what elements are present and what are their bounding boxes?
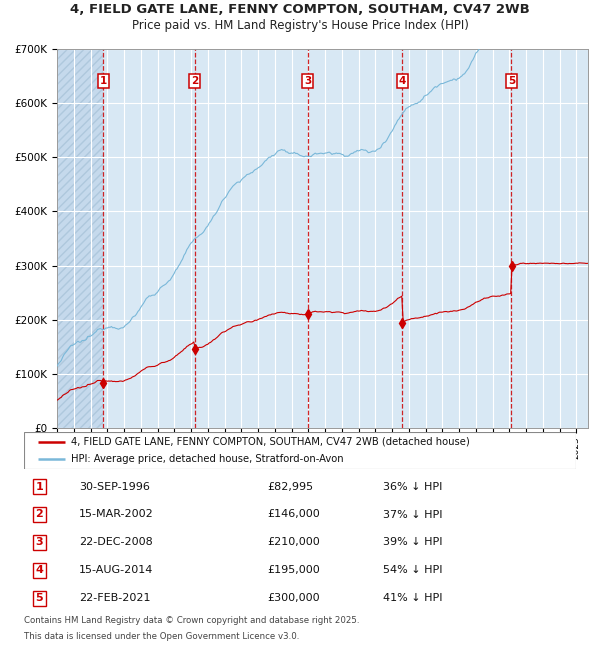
Text: This data is licensed under the Open Government Licence v3.0.: This data is licensed under the Open Gov…	[24, 632, 299, 641]
Text: £300,000: £300,000	[267, 593, 320, 603]
Text: 15-AUG-2014: 15-AUG-2014	[79, 566, 154, 575]
Text: 30-SEP-1996: 30-SEP-1996	[79, 482, 150, 491]
Text: 54% ↓ HPI: 54% ↓ HPI	[383, 566, 442, 575]
Text: 1: 1	[35, 482, 43, 491]
Text: 39% ↓ HPI: 39% ↓ HPI	[383, 538, 442, 547]
Text: 3: 3	[35, 538, 43, 547]
Text: 5: 5	[508, 76, 515, 86]
Text: 41% ↓ HPI: 41% ↓ HPI	[383, 593, 442, 603]
Text: 5: 5	[35, 593, 43, 603]
Text: £146,000: £146,000	[267, 510, 320, 519]
Text: HPI: Average price, detached house, Stratford-on-Avon: HPI: Average price, detached house, Stra…	[71, 454, 344, 464]
Text: Contains HM Land Registry data © Crown copyright and database right 2025.: Contains HM Land Registry data © Crown c…	[24, 616, 359, 625]
Bar	[57, 49, 103, 428]
Text: 2: 2	[191, 76, 198, 86]
FancyBboxPatch shape	[24, 432, 576, 469]
Text: 4, FIELD GATE LANE, FENNY COMPTON, SOUTHAM, CV47 2WB (detached house): 4, FIELD GATE LANE, FENNY COMPTON, SOUTH…	[71, 437, 470, 447]
Text: 15-MAR-2002: 15-MAR-2002	[79, 510, 154, 519]
Text: 22-DEC-2008: 22-DEC-2008	[79, 538, 153, 547]
Text: 37% ↓ HPI: 37% ↓ HPI	[383, 510, 442, 519]
Text: 4: 4	[35, 566, 43, 575]
Text: 4: 4	[399, 76, 406, 86]
Text: 4, FIELD GATE LANE, FENNY COMPTON, SOUTHAM, CV47 2WB: 4, FIELD GATE LANE, FENNY COMPTON, SOUTH…	[70, 3, 530, 16]
Text: 22-FEB-2021: 22-FEB-2021	[79, 593, 151, 603]
Text: Price paid vs. HM Land Registry's House Price Index (HPI): Price paid vs. HM Land Registry's House …	[131, 20, 469, 32]
Text: 2: 2	[35, 510, 43, 519]
Text: £82,995: £82,995	[267, 482, 313, 491]
Text: £195,000: £195,000	[267, 566, 320, 575]
Text: 36% ↓ HPI: 36% ↓ HPI	[383, 482, 442, 491]
Text: 3: 3	[304, 76, 311, 86]
Text: 1: 1	[100, 76, 107, 86]
Text: £210,000: £210,000	[267, 538, 320, 547]
